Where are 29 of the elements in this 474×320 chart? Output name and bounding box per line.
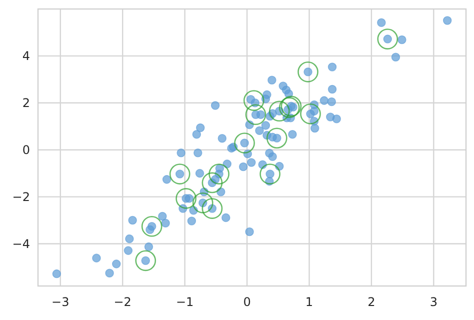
x-tick-label: −3: [52, 295, 70, 309]
point: [300, 104, 321, 124]
point: [192, 192, 214, 214]
y-tick-label: −4: [12, 236, 30, 251]
point: [176, 188, 196, 209]
y-tick-label: −2: [12, 190, 30, 204]
point: [202, 198, 223, 219]
x-tick-label: 1: [305, 295, 314, 309]
x-tick-label: −2: [114, 295, 132, 309]
y-tick-label: 0: [22, 143, 30, 158]
x-tick-label: 3: [430, 295, 438, 309]
point: [169, 164, 190, 184]
y-tick-label: 2: [22, 96, 30, 110]
point: [377, 28, 398, 50]
point: [245, 104, 266, 126]
x-tick-label: 2: [368, 295, 376, 309]
point: [268, 100, 290, 122]
point: [243, 90, 264, 111]
point: [135, 250, 156, 272]
point: [260, 164, 280, 184]
point: [202, 172, 223, 194]
point: [141, 216, 162, 237]
x-tick-label: −1: [176, 295, 194, 309]
x-tick-label: 0: [243, 295, 251, 309]
point: [234, 132, 255, 154]
point: [298, 62, 318, 82]
point: [208, 164, 230, 184]
y-tick-label: 4: [22, 49, 30, 64]
point: [266, 128, 288, 149]
